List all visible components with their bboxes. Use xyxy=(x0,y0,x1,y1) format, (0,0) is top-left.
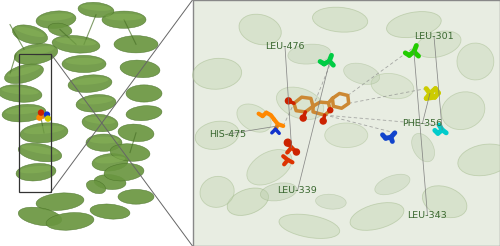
Ellipse shape xyxy=(79,97,113,105)
Ellipse shape xyxy=(120,60,160,78)
Ellipse shape xyxy=(18,207,62,226)
Circle shape xyxy=(284,139,292,146)
Ellipse shape xyxy=(442,92,485,130)
Ellipse shape xyxy=(20,123,68,143)
Ellipse shape xyxy=(104,163,144,181)
Ellipse shape xyxy=(4,64,44,84)
Ellipse shape xyxy=(90,204,130,219)
Ellipse shape xyxy=(260,183,297,201)
Ellipse shape xyxy=(375,174,410,195)
Circle shape xyxy=(44,112,50,117)
Text: HIS-475: HIS-475 xyxy=(209,130,246,138)
Ellipse shape xyxy=(110,144,150,161)
Circle shape xyxy=(37,115,42,120)
Ellipse shape xyxy=(239,14,282,45)
Bar xyxy=(192,0,500,246)
Circle shape xyxy=(320,118,326,124)
Circle shape xyxy=(328,108,333,113)
Ellipse shape xyxy=(247,150,292,185)
Circle shape xyxy=(286,98,292,104)
Ellipse shape xyxy=(16,163,56,181)
Circle shape xyxy=(300,115,306,121)
Ellipse shape xyxy=(458,144,500,176)
Circle shape xyxy=(38,110,44,115)
Ellipse shape xyxy=(36,11,76,29)
Ellipse shape xyxy=(416,31,461,58)
Ellipse shape xyxy=(344,63,380,84)
Ellipse shape xyxy=(350,203,404,230)
Ellipse shape xyxy=(6,107,43,114)
Ellipse shape xyxy=(76,94,116,112)
Ellipse shape xyxy=(192,58,242,89)
Ellipse shape xyxy=(237,104,271,132)
Bar xyxy=(19,54,51,192)
Ellipse shape xyxy=(68,75,112,92)
Ellipse shape xyxy=(106,14,142,20)
Ellipse shape xyxy=(412,133,434,162)
Ellipse shape xyxy=(94,175,126,189)
Ellipse shape xyxy=(14,44,58,64)
Ellipse shape xyxy=(18,46,54,56)
Ellipse shape xyxy=(288,44,331,64)
Ellipse shape xyxy=(39,13,73,21)
Ellipse shape xyxy=(316,194,346,209)
Ellipse shape xyxy=(102,11,146,28)
Ellipse shape xyxy=(371,73,414,99)
Circle shape xyxy=(294,149,300,155)
Circle shape xyxy=(40,113,46,118)
Ellipse shape xyxy=(8,66,40,77)
Ellipse shape xyxy=(12,25,48,44)
Ellipse shape xyxy=(114,36,158,53)
Ellipse shape xyxy=(227,188,268,215)
Ellipse shape xyxy=(118,124,154,141)
Ellipse shape xyxy=(2,104,46,122)
Ellipse shape xyxy=(81,4,111,11)
Ellipse shape xyxy=(56,38,96,46)
Ellipse shape xyxy=(2,87,38,95)
Ellipse shape xyxy=(46,213,94,230)
Ellipse shape xyxy=(386,12,441,38)
Ellipse shape xyxy=(276,87,324,120)
Ellipse shape xyxy=(66,58,102,65)
Ellipse shape xyxy=(200,176,234,207)
Ellipse shape xyxy=(86,180,106,194)
Text: LEU-339: LEU-339 xyxy=(278,186,318,195)
Ellipse shape xyxy=(126,106,162,121)
Ellipse shape xyxy=(24,125,64,134)
Ellipse shape xyxy=(82,114,118,132)
Ellipse shape xyxy=(92,154,128,171)
Ellipse shape xyxy=(0,85,42,102)
Ellipse shape xyxy=(22,145,59,155)
Text: PHE-356: PHE-356 xyxy=(402,119,442,127)
Ellipse shape xyxy=(19,166,53,173)
Circle shape xyxy=(46,116,51,121)
Ellipse shape xyxy=(48,23,72,36)
Ellipse shape xyxy=(312,7,368,32)
Ellipse shape xyxy=(85,117,115,124)
Ellipse shape xyxy=(422,186,467,218)
Ellipse shape xyxy=(36,193,84,211)
Ellipse shape xyxy=(195,121,239,150)
Ellipse shape xyxy=(88,137,120,143)
Ellipse shape xyxy=(118,189,154,204)
Ellipse shape xyxy=(62,55,106,73)
Ellipse shape xyxy=(72,77,108,85)
Text: LEU-343: LEU-343 xyxy=(408,211,448,220)
Ellipse shape xyxy=(279,214,340,238)
Ellipse shape xyxy=(457,43,494,80)
Ellipse shape xyxy=(86,134,122,151)
Ellipse shape xyxy=(95,156,125,163)
Ellipse shape xyxy=(78,2,114,17)
Ellipse shape xyxy=(18,143,62,162)
Text: LEU-301: LEU-301 xyxy=(414,32,454,41)
Ellipse shape xyxy=(324,123,368,148)
Ellipse shape xyxy=(15,27,45,37)
Ellipse shape xyxy=(52,35,100,53)
Text: LEU-476: LEU-476 xyxy=(265,42,305,51)
Ellipse shape xyxy=(126,85,162,102)
